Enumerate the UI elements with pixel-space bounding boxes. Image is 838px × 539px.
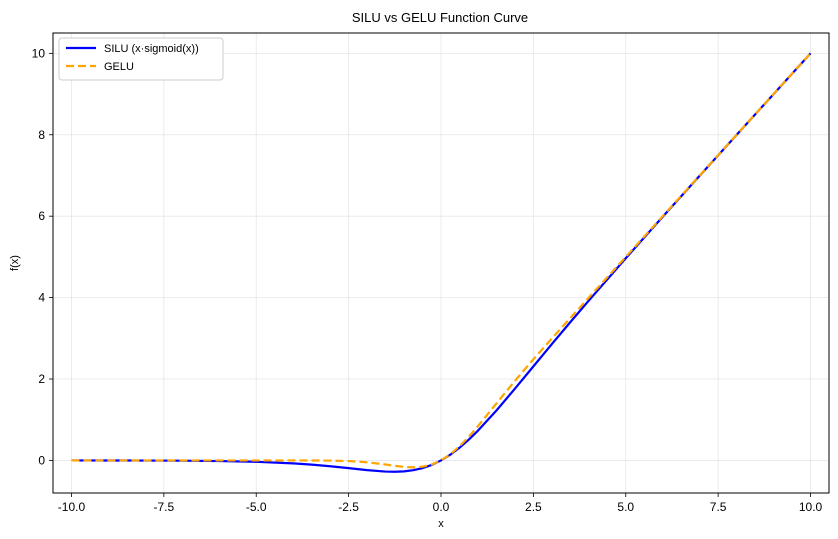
x-tick-label: 7.5 [710,500,727,514]
legend: SILU (x·sigmoid(x)) GELU [58,37,224,81]
x-tick-label: -10.0 [58,500,86,514]
x-tick-label: 2.5 [525,500,542,514]
y-tick-label: 6 [38,209,45,223]
legend-label: GELU [104,61,134,73]
series-line-gelu [71,52,812,469]
legend-box [58,37,224,81]
y-axis-label: f(x) [9,255,21,271]
x-tick-label: 10.0 [799,500,823,514]
legend-label: SILU (x·sigmoid(x)) [104,43,199,55]
y-tick-label: 0 [38,453,45,467]
x-axis-ticks: -10.0 -7.5 -5.0 -2.5 0.0 2.5 5.0 7.5 10.0 [58,493,823,514]
x-tick-label: 5.0 [617,500,634,514]
y-tick-label: 4 [38,291,45,305]
series-lines [71,52,812,473]
y-axis-ticks: 0 2 4 6 8 10 [32,46,53,467]
grid-lines [53,33,829,493]
y-tick-label: 2 [38,372,45,386]
x-axis-label: x [438,518,444,530]
x-tick-label: -2.5 [338,500,359,514]
x-tick-label: -7.5 [154,500,175,514]
y-tick-label: 8 [38,128,45,142]
x-tick-label: 0.0 [433,500,450,514]
y-tick-label: 10 [32,46,46,60]
x-tick-label: -5.0 [246,500,267,514]
chart-title: SILU vs GELU Function Curve [352,10,528,25]
